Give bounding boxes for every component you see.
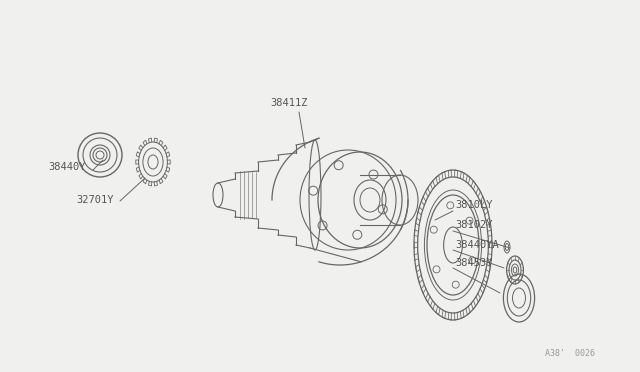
Text: 38440Y: 38440Y (48, 162, 86, 172)
Text: 38440YA: 38440YA (455, 240, 499, 250)
Text: 38102Y: 38102Y (455, 220, 493, 230)
Text: 32701Y: 32701Y (76, 195, 113, 205)
Text: 38411Z: 38411Z (270, 98, 307, 108)
Text: 38453Y: 38453Y (455, 258, 493, 268)
Text: A38'  0026: A38' 0026 (545, 349, 595, 358)
Text: 3810LY: 3810LY (455, 200, 493, 210)
